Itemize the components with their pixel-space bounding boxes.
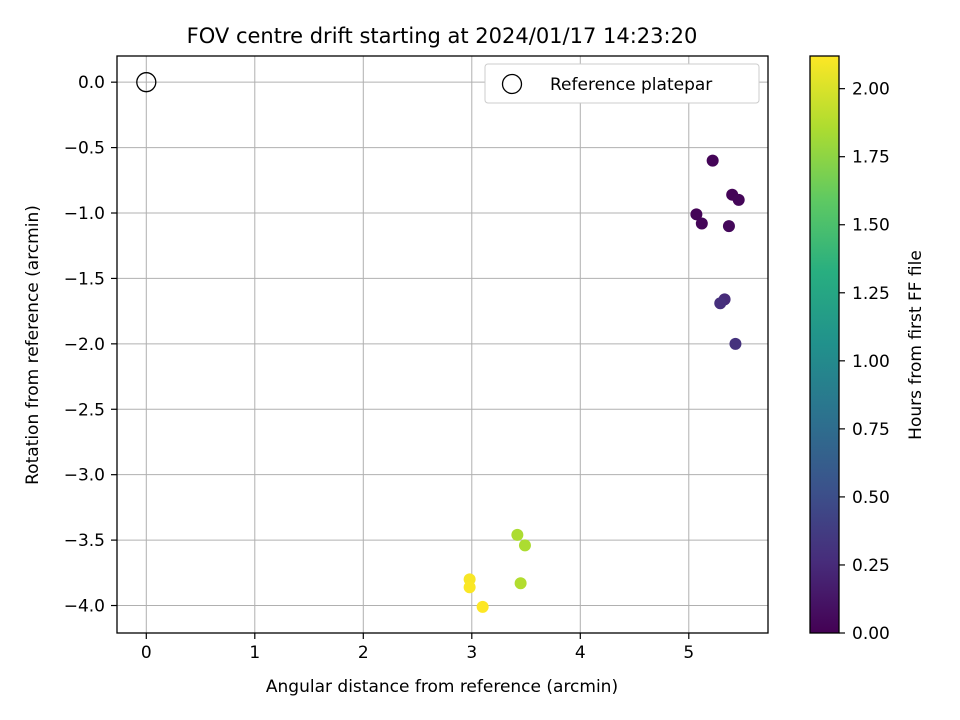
y-tick-label: −3.0 (64, 466, 105, 486)
grid-lines (117, 56, 768, 633)
colorbar-tick-label: 1.75 (852, 148, 890, 168)
colorbar-gradient (810, 56, 839, 633)
data-point (714, 297, 727, 310)
y-tick-label: −1.0 (64, 204, 105, 224)
y-tick-label: −2.0 (64, 335, 105, 355)
y-axis-ticks: 0.0 −0.5 −1.0 −1.5 −2.0 −2.5 −3.0 −3.5 −4.0 (64, 73, 117, 617)
colorbar-tick-label: 1.00 (852, 352, 890, 372)
colorbar-tick-label: 2.00 (852, 80, 890, 100)
legend-entry-reference: Reference platepar (550, 75, 712, 95)
y-tick-label: 0.0 (78, 73, 105, 93)
legend-box (484, 63, 760, 104)
data-point (514, 577, 527, 590)
reference-point-marker (136, 72, 157, 93)
y-tick-label: −3.5 (64, 531, 105, 551)
x-tick-label: 3 (466, 643, 477, 663)
colorbar-tick-label: 1.50 (852, 216, 890, 236)
data-point (463, 581, 476, 594)
colorbar: 0.00 0.25 0.50 0.75 1.00 1.25 1.50 1.75 2.00 Hou… (809, 55, 926, 644)
colorbar-tick-label: 0.25 (852, 556, 890, 576)
data-points (136, 72, 745, 613)
legend: Reference platepar (484, 63, 760, 104)
x-tick-label: 1 (249, 643, 260, 663)
data-point (518, 539, 531, 552)
y-tick-label: −0.5 (64, 139, 105, 159)
x-tick-label: 4 (575, 643, 586, 663)
x-tick-label: 0 (141, 643, 152, 663)
chart-title: FOV centre drift starting at 2024/01/17 … (187, 24, 698, 48)
colorbar-tick-label: 1.25 (852, 284, 890, 304)
colorbar-label: Hours from first FF file (906, 250, 926, 440)
y-tick-label: −1.5 (64, 269, 105, 289)
colorbar-ticks: 0.00 0.25 0.50 0.75 1.00 1.25 1.50 1.75 2.00 (839, 80, 890, 644)
x-tick-label: 5 (683, 643, 694, 663)
colorbar-frame (809, 55, 840, 634)
legend-marker-reference (501, 73, 523, 95)
data-point (722, 220, 735, 233)
colorbar-tick-label: 0.00 (852, 624, 890, 644)
y-axis-label: Rotation from reference (arcmin) (23, 205, 43, 485)
y-tick-label: −4.0 (64, 597, 105, 617)
colorbar-tick-label: 0.75 (852, 420, 890, 440)
x-tick-label: 2 (358, 643, 369, 663)
y-tick-label: −2.5 (64, 400, 105, 420)
data-point (690, 208, 703, 221)
plot-frame (116, 55, 769, 634)
x-axis-ticks: 0 1 2 3 4 5 (141, 633, 694, 663)
data-point (695, 217, 708, 230)
data-point (476, 600, 489, 613)
data-point (511, 528, 524, 541)
data-point (732, 193, 745, 206)
x-axis-label: Angular distance from reference (arcmin) (266, 677, 618, 697)
colorbar-tick-label: 0.50 (852, 488, 890, 508)
data-point (729, 337, 742, 350)
data-point (706, 154, 719, 167)
